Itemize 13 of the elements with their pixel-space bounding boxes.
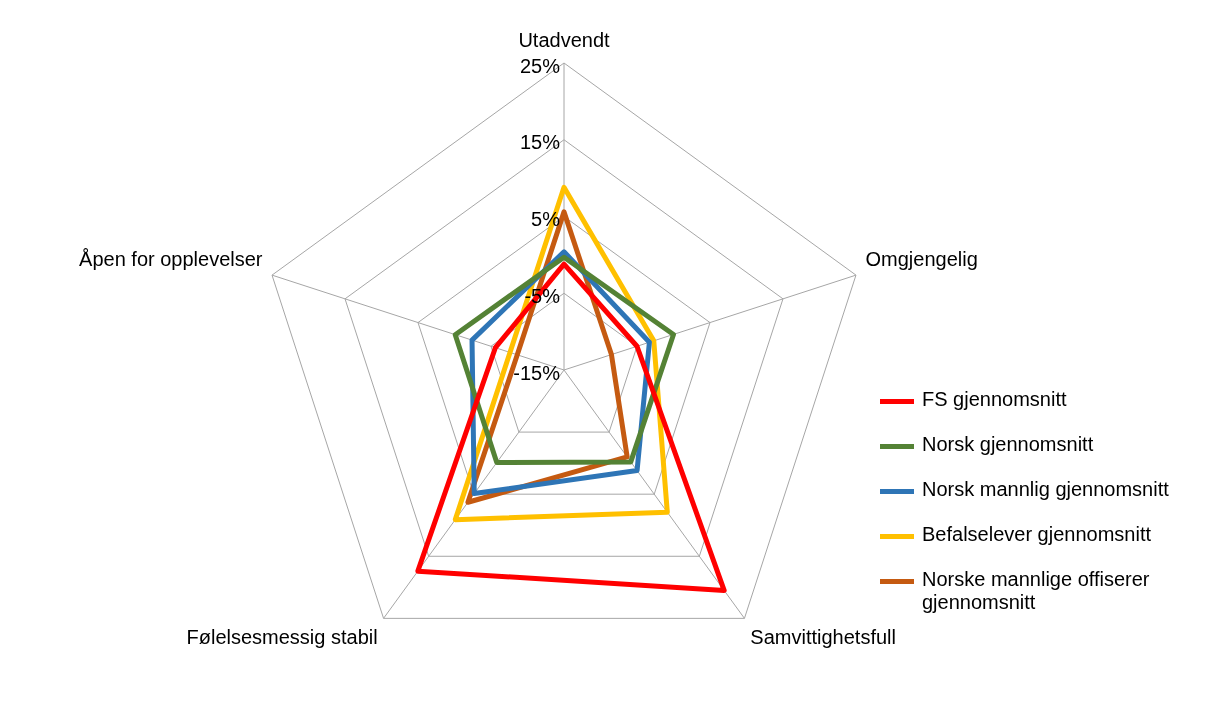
- legend-label: Norsk gjennomsnitt: [922, 433, 1094, 456]
- legend-label: Norske mannlige offiserer gjennomsnitt: [922, 568, 1151, 614]
- spoke-label: Samvittighetsfull: [750, 625, 896, 648]
- legend-label: Norsk mannlig gjennomsnitt: [922, 478, 1169, 501]
- y-tick-label: 15%: [519, 131, 561, 154]
- legend-label: FS gjennomsnitt: [922, 388, 1067, 411]
- spoke-label: Følelsesmessig stabil: [186, 625, 378, 648]
- spoke-label: Omgjengelig: [865, 247, 978, 270]
- y-tick-label: 25%: [519, 54, 561, 77]
- y-tick-label: -15%: [513, 361, 561, 384]
- legend-label: Befalselever gjennomsnitt: [922, 523, 1152, 546]
- spoke-label: Utadvendt: [518, 28, 611, 51]
- spoke-label: Åpen for opplevelser: [79, 247, 263, 270]
